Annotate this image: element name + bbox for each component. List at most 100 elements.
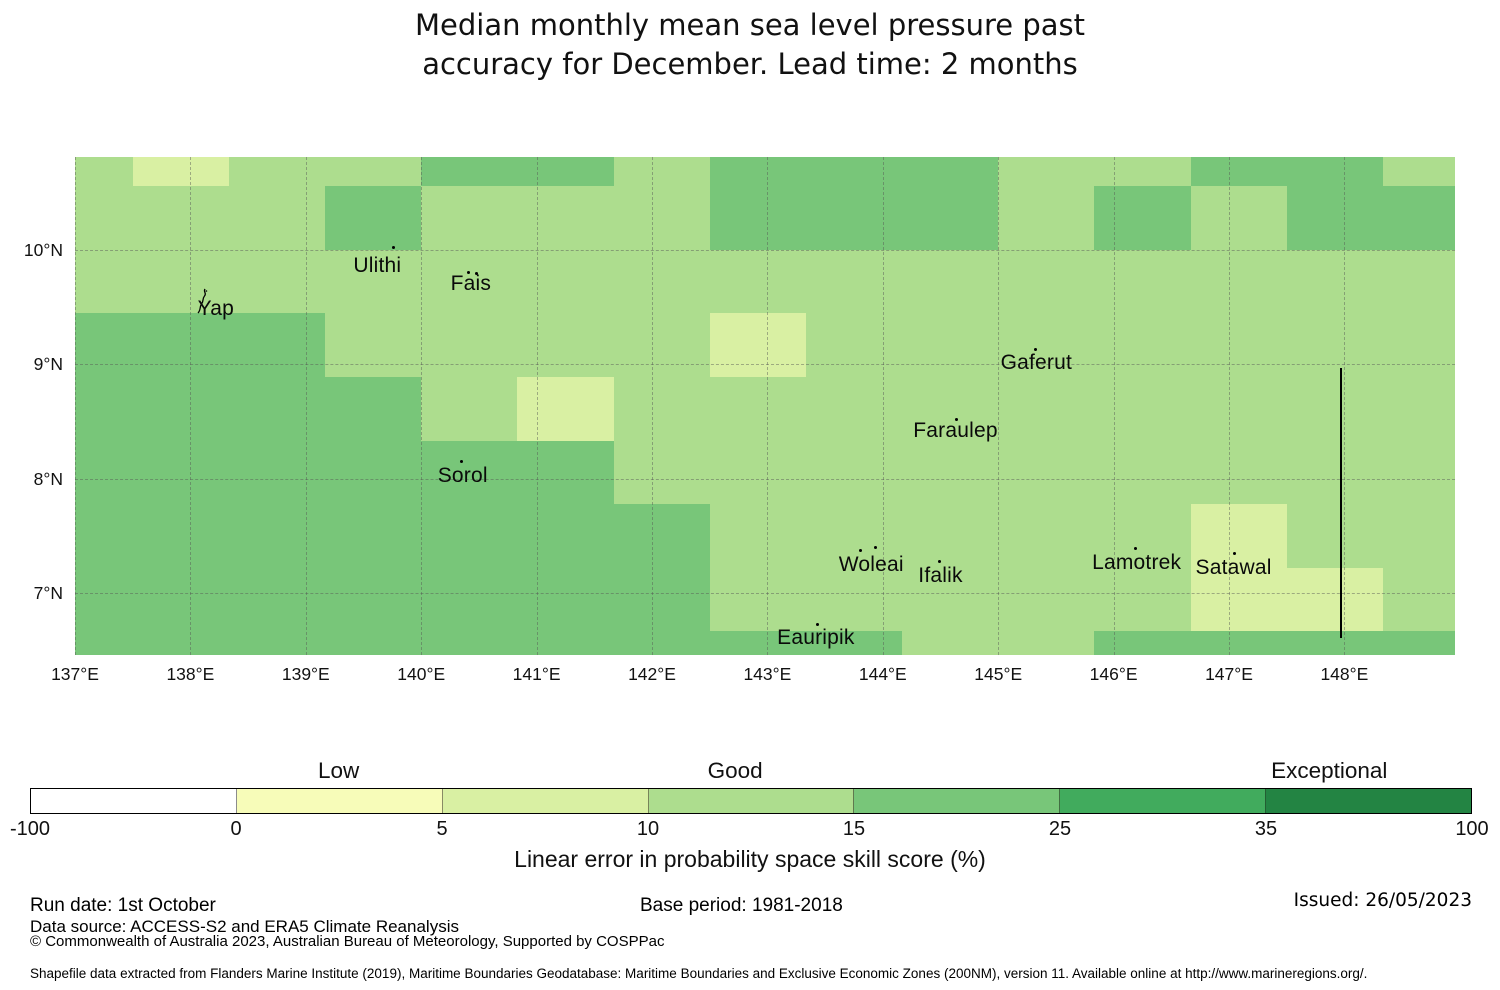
- x-axis-tick-label: 142°E: [628, 664, 676, 684]
- island-label: Ifalik: [918, 564, 963, 588]
- island-marker-dot: [392, 245, 395, 249]
- map-cell: [902, 313, 999, 378]
- map-cell: [517, 567, 615, 632]
- x-axis-tick-label: 140°E: [397, 664, 446, 684]
- map-cell: [517, 631, 615, 655]
- latitude-gridline: [75, 364, 1455, 366]
- map-cell: [1286, 376, 1384, 442]
- map-cell: [613, 376, 711, 442]
- map-cell: [228, 249, 326, 314]
- map-cell: [1094, 376, 1192, 442]
- colorbar-segment: [854, 789, 1061, 813]
- map-cell: [1286, 440, 1384, 505]
- x-axis-tick-label: 139°E: [281, 664, 330, 684]
- island-marker-dot: [874, 545, 878, 549]
- island-marker-dot: [937, 559, 941, 563]
- map-cell: [132, 249, 230, 314]
- map-cell: [325, 186, 422, 251]
- map-cell: [1190, 631, 1288, 655]
- map-cell: [998, 631, 1095, 655]
- y-axis-tick-label: 10°N: [23, 239, 63, 260]
- map-cell: [75, 376, 134, 442]
- map-cell: [805, 567, 903, 632]
- map-cell: [902, 440, 999, 505]
- map-cell: [75, 249, 134, 314]
- map-cell: [75, 567, 134, 632]
- colorbar-category-label: Good: [707, 758, 763, 783]
- map-cell: [805, 631, 903, 655]
- map-cell: [421, 631, 518, 655]
- map-cell: [421, 249, 518, 314]
- longitude-gridline: [305, 157, 307, 655]
- map-cell: [1094, 440, 1192, 505]
- map-cell: [1382, 313, 1455, 378]
- colorbar-category-label: Exceptional: [1271, 758, 1388, 783]
- run-date-text: Run date: 1st October: [30, 895, 216, 916]
- map-cell: [998, 313, 1095, 378]
- island-label: Woleai: [838, 552, 904, 576]
- x-axis-tick-label: 145°E: [974, 664, 1023, 684]
- data-source-text: Data source: ACCESS-S2 and ERA5 Climate …: [30, 917, 459, 936]
- x-axis-tick-label: 143°E: [743, 664, 792, 684]
- map-cell: [75, 157, 134, 187]
- map-cell: [1382, 631, 1455, 655]
- map-cell: [998, 376, 1095, 442]
- page-title-line1: Median monthly mean sea level pressure p…: [415, 8, 1085, 42]
- map-cell: [132, 440, 230, 505]
- island-marker-dot: [467, 271, 470, 275]
- map-cell: [1286, 631, 1384, 655]
- map-cell: [902, 249, 999, 314]
- map-cell: [1286, 504, 1384, 569]
- map-cell: [132, 376, 230, 442]
- map-cell: [228, 186, 326, 251]
- map-cell: [75, 504, 134, 569]
- map-cell: [998, 567, 1095, 632]
- map-cell: [805, 186, 903, 251]
- map-cell: [132, 504, 230, 569]
- x-axis-tick-label: 146°E: [1089, 664, 1138, 684]
- map-cell: [325, 157, 422, 187]
- colorbar-tick-label: 100: [1455, 818, 1489, 840]
- island-label: Fais: [450, 272, 492, 296]
- map-cell: [517, 157, 615, 187]
- eez-boundary-line: [1339, 367, 1342, 638]
- map-cell: [1286, 157, 1384, 187]
- map-cell: [517, 186, 615, 251]
- page-title-line2: accuracy for December. Lead time: 2 mont…: [422, 47, 1078, 81]
- longitude-gridline: [998, 157, 1000, 655]
- map-cell: [325, 376, 422, 442]
- y-axis-tick-label: 7°N: [33, 583, 63, 604]
- map-cell: [1190, 376, 1288, 442]
- map-cell: [1382, 186, 1455, 251]
- shapefile-note-text: Shapefile data extracted from Flanders M…: [30, 966, 1368, 981]
- base-period-text: Base period: 1981-2018: [640, 895, 843, 916]
- map-cell: [325, 504, 422, 569]
- x-axis-tick-label: 141°E: [512, 664, 561, 684]
- island-label: Yap: [197, 297, 234, 321]
- map-cell: [998, 186, 1095, 251]
- map-cell: [709, 186, 807, 251]
- map-cell: [1094, 157, 1192, 187]
- island-label: Satawal: [1195, 556, 1272, 580]
- map-cell: [228, 440, 326, 505]
- y-axis-tick-label: 8°N: [33, 468, 63, 489]
- map-cell: [709, 504, 807, 569]
- map-cell: [1190, 504, 1288, 569]
- latitude-gridline: [75, 478, 1455, 480]
- map-cell: [421, 157, 518, 187]
- map-cell: [325, 249, 422, 314]
- map-cell: [228, 376, 326, 442]
- map-cell: [517, 504, 615, 569]
- x-axis-tick-label: 137°E: [51, 664, 99, 684]
- colorbar-tick-label: 25: [1048, 818, 1072, 840]
- island-label: Lamotrek: [1092, 551, 1182, 575]
- map-cell: [75, 631, 134, 655]
- colorbar-caption: Linear error in probability space skill …: [514, 846, 986, 872]
- map-cell: [1190, 186, 1288, 251]
- map-cell: [228, 567, 326, 632]
- map-cell: [805, 313, 903, 378]
- map-cell: [613, 440, 711, 505]
- colorbar-tick-label: 10: [636, 818, 660, 840]
- map-cell: [998, 440, 1095, 505]
